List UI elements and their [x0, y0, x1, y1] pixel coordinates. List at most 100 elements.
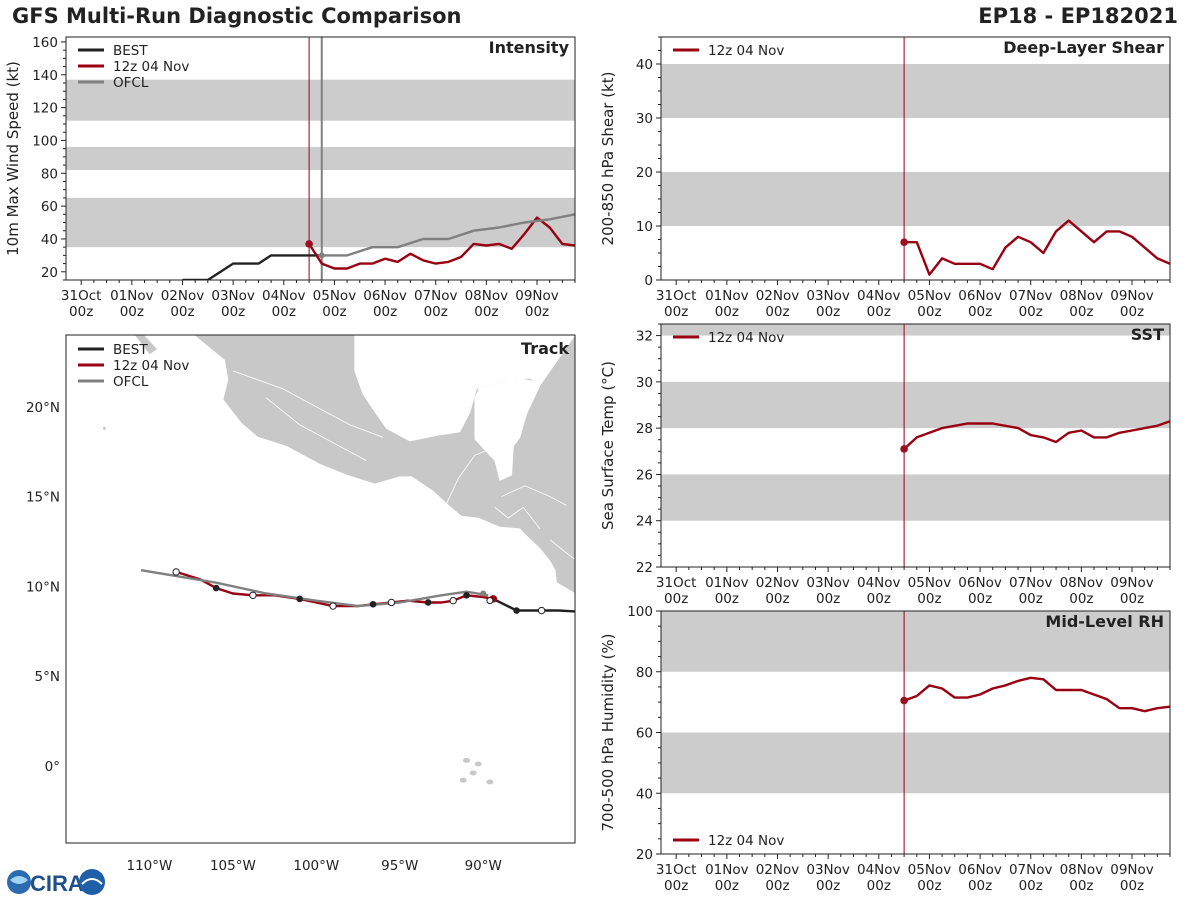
series-start-marker — [305, 240, 313, 248]
galapagos-island-4 — [463, 757, 471, 763]
map-frame — [65, 334, 576, 844]
track-point-filled — [463, 591, 470, 599]
x-tick-hour-label: 00z — [765, 878, 789, 894]
x-tick-hour-label: 00z — [968, 591, 992, 607]
x-tick-date-label: 04Nov — [857, 862, 901, 878]
legend-label: OFCL — [113, 75, 149, 91]
y-tick-label: 0 — [644, 273, 653, 289]
x-tick-date-label: 04Nov — [262, 288, 306, 304]
x-tick-hour-label: 00z — [1120, 304, 1144, 320]
y-tick-label: 140 — [32, 68, 58, 84]
x-tick-hour-label: 00z — [272, 304, 296, 320]
x-tick-date-label: 02Nov — [756, 862, 800, 878]
y-tick-label: 24 — [636, 514, 653, 530]
x-tick-date-label: 01Nov — [705, 288, 749, 304]
x-tick-date-label: 07Nov — [1009, 575, 1053, 591]
map-area — [102, 335, 575, 785]
track-panel: 110°W 105°W 100°W 95°W 90°W 0° 5°N 10°N 15°N 20°N… — [26, 334, 576, 874]
x-tick-date-label: 05Nov — [313, 288, 357, 304]
x-tick-date-label: 31Oct — [61, 288, 102, 304]
track-point-filled — [424, 599, 432, 606]
y-tick-label: 30 — [636, 111, 653, 127]
track-point-open — [172, 568, 180, 576]
galapagos-island-1 — [459, 777, 467, 783]
x-tick-hour-label: 00z — [867, 878, 891, 894]
x-tick-date-label: 06Nov — [958, 862, 1002, 878]
y-tick-label: 32 — [636, 329, 653, 345]
track-point-open — [449, 596, 457, 605]
x-tick-date-label: 08Nov — [1060, 862, 1104, 878]
x-tick-hour-label: 00z — [765, 304, 789, 320]
baja-landmass — [133, 335, 159, 356]
x-tick-hour-label: 00z — [1120, 878, 1144, 894]
x-tick-hour-label: 00z — [69, 304, 93, 320]
x-tick-hour-label: 00z — [917, 304, 941, 320]
x-tick-date-label: 02Nov — [756, 288, 800, 304]
intensity-panel: 2040608010012014016031Oct00z01Nov00z02No… — [4, 35, 576, 320]
landmass — [193, 335, 575, 594]
shaded-band-1 — [661, 381, 1170, 429]
state-border-3 — [494, 506, 541, 530]
x-tick-date-label: 01Nov — [110, 288, 154, 304]
y-tick-label: 28 — [636, 421, 653, 437]
track-point-filled — [369, 600, 377, 608]
state-border-1 — [266, 397, 367, 462]
y-tick-label: 20 — [41, 265, 58, 281]
x-tick-hour-label: 00z — [968, 304, 992, 320]
galapagos-island-3 — [486, 779, 494, 785]
y-tick-label: 22 — [636, 560, 653, 576]
plot-area — [66, 37, 575, 280]
series-start-marker — [900, 238, 908, 246]
x-tick-date-label: 04Nov — [857, 575, 901, 591]
track-line-best — [492, 597, 575, 613]
logo-swirl-icon — [10, 876, 28, 884]
plot-area — [661, 37, 1170, 280]
longitude-tick-label: 90°W — [465, 858, 502, 874]
y-tick-label: 120 — [32, 101, 58, 117]
x-tick-date-label: 03Nov — [806, 862, 850, 878]
shaded-band-1 — [661, 611, 1170, 672]
x-tick-date-label: 08Nov — [465, 288, 509, 304]
shaded-band-0 — [661, 474, 1170, 521]
y-tick-label: 60 — [636, 726, 653, 742]
panel-title: SST — [1131, 325, 1164, 344]
latitude-tick-label: 5°N — [35, 669, 60, 685]
series-line-gfs — [308, 216, 575, 270]
x-tick-hour-label: 00z — [1069, 878, 1093, 894]
x-tick-date-label: 06Nov — [363, 288, 407, 304]
x-tick-date-label: 05Nov — [908, 862, 952, 878]
longitude-tick-label: 95°W — [381, 858, 418, 874]
x-tick-hour-label: 00z — [1120, 591, 1144, 607]
x-tick-hour-label: 00z — [424, 304, 448, 320]
x-tick-hour-label: 00z — [765, 591, 789, 607]
x-tick-date-label: 07Nov — [414, 288, 458, 304]
y-tick-label: 30 — [636, 375, 653, 391]
x-tick-hour-label: 00z — [1069, 591, 1093, 607]
x-tick-hour-label: 00z — [917, 591, 941, 607]
legend-label: 12z 04 Nov — [708, 43, 784, 59]
y-tick-label: 40 — [636, 786, 653, 802]
panel-title: Intensity — [489, 38, 570, 57]
y-axis-label: 700-500 hPa Humidity (%) — [599, 633, 617, 831]
track-line-gfs — [175, 570, 494, 608]
x-tick-hour-label: 00z — [715, 304, 739, 320]
x-tick-hour-label: 00z — [221, 304, 245, 320]
x-tick-date-label: 09Nov — [1110, 862, 1154, 878]
shaded-band-0 — [661, 732, 1170, 794]
logo-text: CIRA — [30, 871, 84, 896]
track-point-open — [486, 597, 494, 605]
x-tick-date-label: 07Nov — [1009, 288, 1053, 304]
x-tick-hour-label: 00z — [1069, 304, 1093, 320]
y-tick-label: 40 — [41, 232, 58, 248]
x-tick-hour-label: 00z — [867, 304, 891, 320]
legend-label: 12z 04 Nov — [708, 330, 784, 346]
x-tick-date-label: 02Nov — [161, 288, 205, 304]
x-tick-date-label: 03Nov — [806, 288, 850, 304]
plot-area — [661, 611, 1170, 854]
track-point-filled — [212, 584, 220, 592]
x-tick-hour-label: 00z — [1019, 878, 1043, 894]
x-tick-hour-label: 00z — [1019, 304, 1043, 320]
x-tick-date-label: 31Oct — [656, 862, 697, 878]
x-tick-date-label: 05Nov — [908, 575, 952, 591]
